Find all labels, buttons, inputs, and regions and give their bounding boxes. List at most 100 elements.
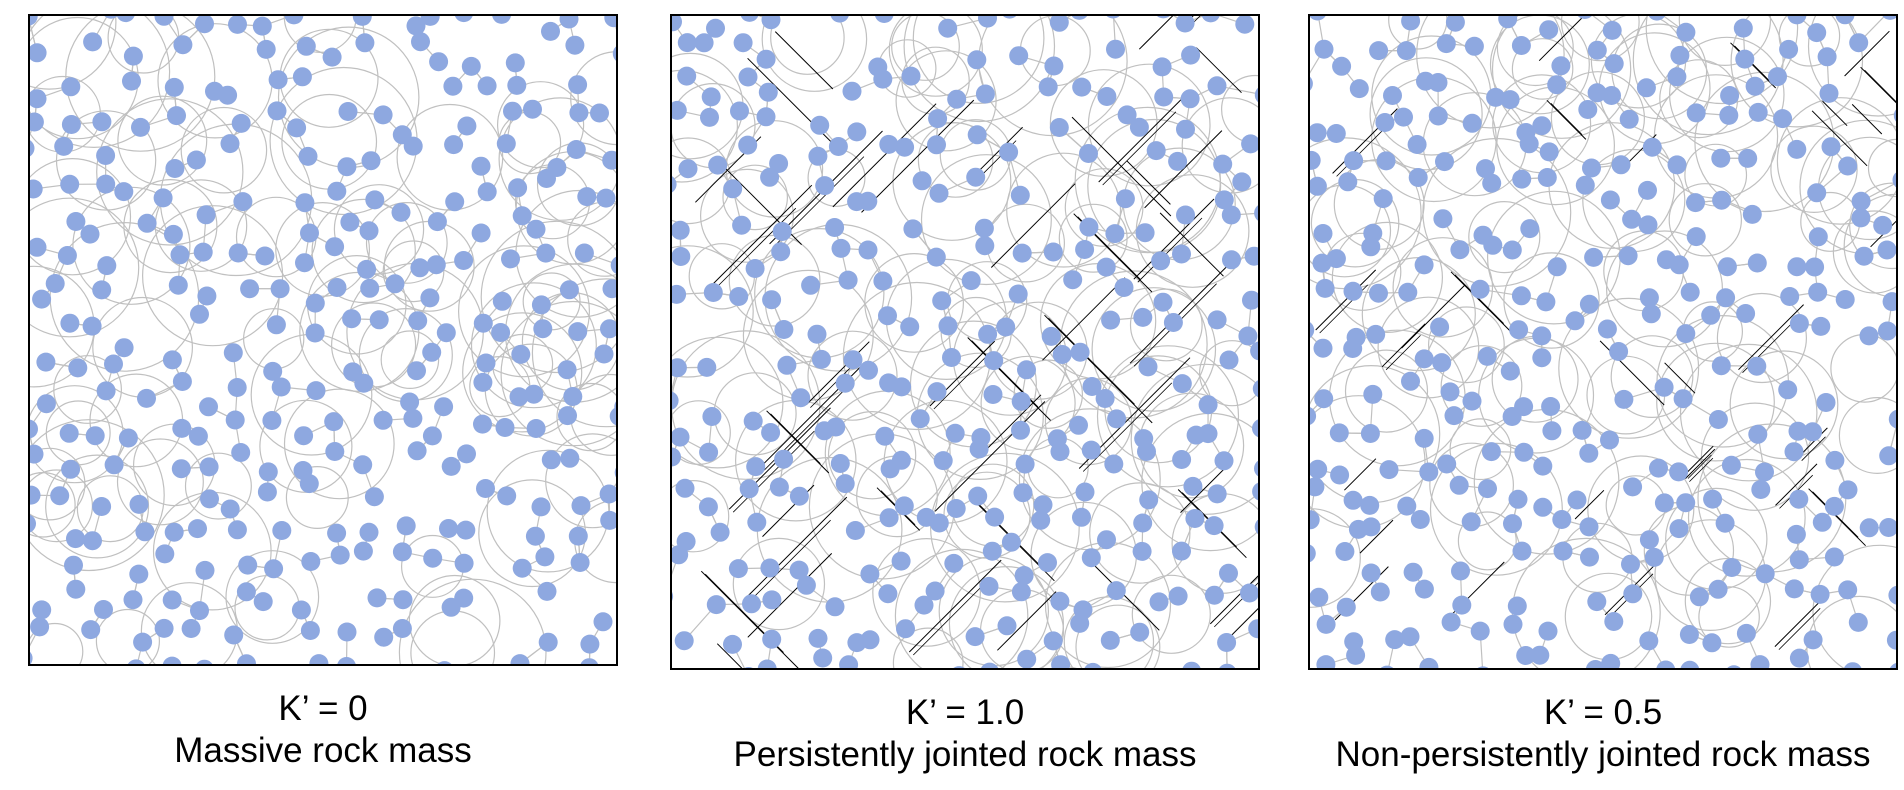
- particle: [80, 224, 100, 244]
- particle: [284, 15, 304, 25]
- particle: [199, 457, 219, 477]
- particle: [1849, 33, 1869, 53]
- particle: [900, 317, 920, 337]
- particle: [1578, 100, 1598, 119]
- particle: [537, 169, 556, 188]
- particle: [1854, 246, 1874, 266]
- particle: [359, 221, 379, 241]
- particle: [982, 541, 1002, 561]
- particle: [593, 612, 613, 632]
- particle: [1326, 249, 1346, 269]
- particle: [1708, 410, 1728, 429]
- particle: [756, 107, 776, 127]
- particle: [580, 658, 599, 665]
- particle: [220, 134, 240, 154]
- particle: [135, 522, 155, 542]
- particle: [569, 103, 589, 123]
- particle: [1654, 493, 1674, 513]
- particle: [29, 89, 47, 109]
- particle: [422, 342, 442, 362]
- particle: [738, 67, 758, 87]
- particle: [758, 82, 778, 102]
- particle: [1218, 663, 1236, 669]
- particle: [1207, 310, 1227, 330]
- panel-persistent: K’ = 1.0 Persistently jointed rock mass: [670, 0, 1270, 790]
- particle: [1735, 49, 1755, 69]
- particle: [1081, 548, 1101, 568]
- particle: [674, 631, 694, 651]
- particle: [1498, 15, 1518, 29]
- particle: [1051, 655, 1071, 669]
- particle: [1414, 255, 1434, 275]
- particle: [1151, 251, 1171, 271]
- particle: [1183, 476, 1203, 496]
- particle: [29, 237, 47, 257]
- particle: [1547, 257, 1567, 277]
- particle: [969, 439, 989, 459]
- particle: [1075, 482, 1095, 502]
- particle: [1462, 113, 1482, 133]
- particle: [896, 619, 915, 639]
- particle: [1623, 584, 1643, 604]
- particle: [1361, 563, 1381, 583]
- particle: [1316, 655, 1336, 669]
- particle: [1701, 305, 1721, 325]
- particle: [706, 595, 726, 615]
- particle: [353, 541, 373, 561]
- particle: [1309, 510, 1320, 530]
- particle: [1435, 152, 1454, 172]
- particle: [600, 510, 617, 530]
- particle: [1072, 77, 1092, 97]
- particle: [1309, 587, 1329, 607]
- particle: [1461, 512, 1481, 532]
- particle: [133, 632, 153, 652]
- particle: [1172, 541, 1191, 561]
- particle: [1745, 76, 1765, 96]
- particle: [385, 274, 405, 294]
- particle: [1787, 15, 1807, 25]
- particle: [729, 287, 749, 306]
- particle: [309, 654, 329, 665]
- particle: [1254, 460, 1259, 477]
- particle: [1361, 517, 1381, 537]
- particle: [1219, 350, 1239, 370]
- particle: [1242, 290, 1259, 310]
- particle: [702, 407, 722, 426]
- particle: [359, 522, 379, 542]
- particle: [154, 618, 174, 638]
- particle: [477, 76, 497, 96]
- particle: [162, 590, 182, 610]
- particle: [104, 354, 123, 374]
- particle: [495, 418, 515, 437]
- particle: [1742, 204, 1762, 224]
- particle: [860, 630, 880, 650]
- k-value-label: K’ = 0: [278, 689, 368, 728]
- particle: [1539, 142, 1559, 162]
- particle: [997, 616, 1017, 636]
- particle: [760, 558, 780, 578]
- particle: [860, 564, 880, 584]
- particle: [1514, 442, 1534, 462]
- particle: [129, 564, 149, 584]
- particle: [1676, 22, 1696, 42]
- particle: [671, 15, 682, 32]
- particle: [1600, 430, 1619, 450]
- particle: [526, 419, 546, 438]
- particle: [342, 309, 362, 329]
- particle: [227, 378, 247, 397]
- particle: [305, 293, 325, 313]
- particle: [1579, 517, 1599, 537]
- particle: [457, 116, 477, 136]
- particle: [757, 659, 777, 669]
- particle: [1441, 612, 1461, 632]
- particle: [57, 246, 77, 265]
- particle: [165, 159, 185, 178]
- particle: [873, 271, 893, 291]
- particle: [1789, 648, 1809, 668]
- particle: [439, 519, 458, 538]
- particle-model-massive: [28, 14, 618, 666]
- particle: [612, 45, 617, 62]
- particle: [1537, 168, 1557, 187]
- particle: [327, 523, 347, 543]
- particle: [1877, 240, 1897, 260]
